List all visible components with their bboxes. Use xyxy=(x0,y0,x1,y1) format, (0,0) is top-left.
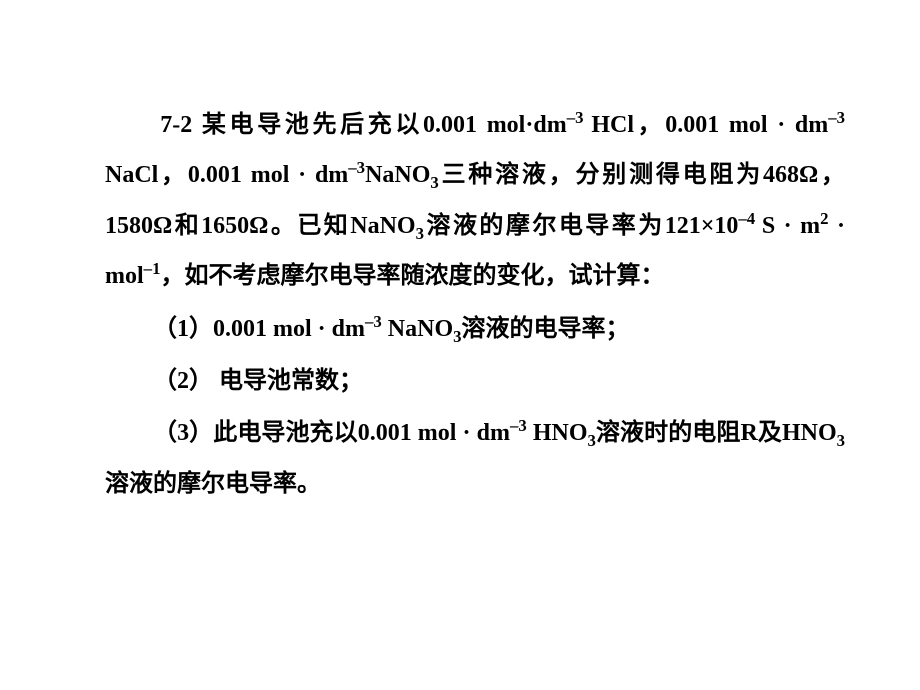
problem-number: 7-2 xyxy=(160,112,192,138)
indent-space xyxy=(105,112,160,138)
r-nano3: 1650Ω xyxy=(201,213,268,239)
question-3: （3）此电导池充以0.001 mol · dm–3 HNO3溶液时的电阻R及HN… xyxy=(105,408,845,509)
r-nacl: 1580Ω xyxy=(105,213,172,239)
hcl-conc: 0.001 mol·dm–3 HCl xyxy=(423,112,634,138)
question-1: （1）0.001 mol · dm–3 NaNO3溶液的电导率； xyxy=(105,304,845,354)
problem-intro: 7-2 某电导池先后充以0.001 mol·dm–3 HCl，0.001 mol… xyxy=(105,100,845,302)
nano3-conc: 0.001 mol · dm–3NaNO3 xyxy=(188,162,439,188)
r-hcl: 468Ω xyxy=(763,162,818,188)
question-2: （2） 电导池常数； xyxy=(105,356,845,406)
problem-text: 7-2 某电导池先后充以0.001 mol·dm–3 HCl，0.001 mol… xyxy=(105,100,845,509)
